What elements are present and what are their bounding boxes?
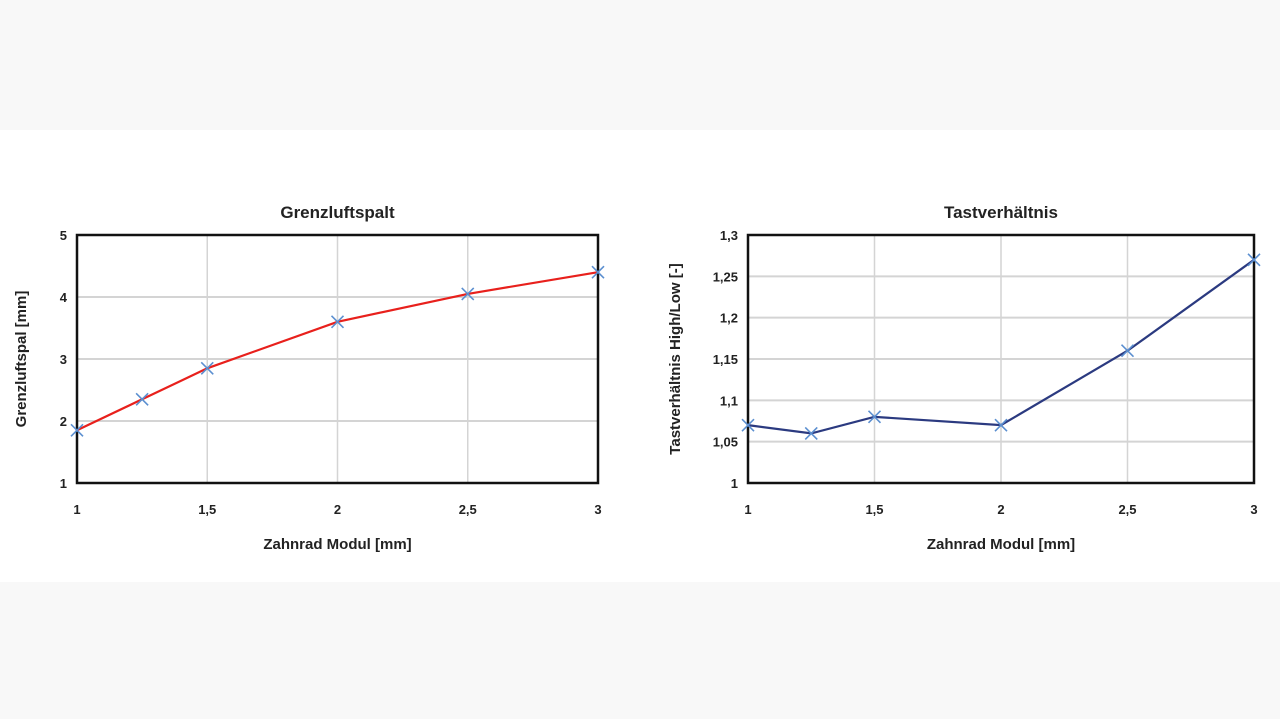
y-tick-label: 5 <box>60 228 67 243</box>
y-tick-label: 1,25 <box>713 269 738 284</box>
marker-stroke <box>1120 344 1135 358</box>
data-point-marker <box>70 423 84 437</box>
plot-frame <box>75 233 600 485</box>
y-tick-label: 4 <box>60 290 68 305</box>
data-point-marker <box>804 426 818 440</box>
marker-stroke <box>994 418 1008 432</box>
y-axis-label: Grenzluftspal [mm] <box>13 291 30 428</box>
x-axis-label: Zahnrad Modul [mm] <box>927 536 1075 553</box>
data-point-marker <box>1247 253 1261 267</box>
x-tick-label: 3 <box>594 502 601 517</box>
series-line <box>76 271 599 432</box>
data-point-marker <box>461 287 475 301</box>
chart-2: 1 1,05 1,1 1,15 1,2 1,25 1,3 1 1,5 2 2,5 3 Tastverhä… <box>667 203 1261 553</box>
x-tick-label: 2 <box>997 502 1004 517</box>
data-point-marker <box>135 392 149 406</box>
x-tick-label: 2 <box>334 502 341 517</box>
data-point-marker <box>867 410 882 424</box>
y-tick-label: 1 <box>731 476 738 491</box>
data-point-marker <box>200 361 214 375</box>
x-tick-label: 1 <box>73 502 80 517</box>
y-tick-label: 1,1 <box>720 393 738 408</box>
x-tick-label: 3 <box>1250 502 1257 517</box>
marker-stroke <box>70 423 84 437</box>
series-line <box>747 258 1255 435</box>
marker-stroke <box>867 410 882 424</box>
data-point-marker <box>591 265 605 279</box>
chart-background <box>0 130 1280 582</box>
y-tick-label: 1 <box>60 476 67 491</box>
marker-stroke <box>1247 253 1261 267</box>
marker-stroke <box>804 426 818 440</box>
data-point-marker <box>741 418 755 432</box>
y-tick-label: 1,05 <box>713 435 738 450</box>
plot-frame <box>746 233 1256 485</box>
y-tick-label: 2 <box>60 414 67 429</box>
marker-stroke <box>591 265 605 279</box>
chart-1: 1 2 3 4 5 1 1,5 2 2,5 3 Grenzluftspalt Zahnrad Modu… <box>13 203 605 553</box>
x-tick-label: 2,5 <box>1118 502 1136 517</box>
x-tick-label: 1,5 <box>865 502 883 517</box>
chart-title: Grenzluftspalt <box>280 203 395 222</box>
y-axis-label: Tastverhältnis High/Low [-] <box>667 263 684 454</box>
marker-stroke <box>741 418 755 432</box>
marker-stroke <box>200 361 214 375</box>
data-point-marker <box>1120 344 1135 358</box>
y-tick-label: 1,15 <box>713 352 738 367</box>
data-point-marker <box>994 418 1008 432</box>
x-axis-label: Zahnrad Modul [mm] <box>263 536 411 553</box>
marker-stroke <box>330 315 345 329</box>
chart-title: Tastverhältnis <box>944 203 1058 222</box>
y-tick-label: 3 <box>60 352 67 367</box>
x-tick-label: 1,5 <box>198 502 216 517</box>
x-tick-label: 1 <box>744 502 751 517</box>
marker-stroke <box>461 287 475 301</box>
data-point-marker <box>330 315 345 329</box>
y-tick-label: 1,2 <box>720 311 738 326</box>
y-tick-label: 1,3 <box>720 228 738 243</box>
marker-stroke <box>135 392 149 406</box>
x-tick-label: 2,5 <box>459 502 477 517</box>
